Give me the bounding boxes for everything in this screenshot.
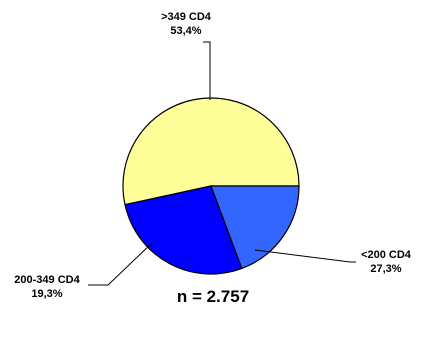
pie-slice-lt200 [124, 185, 243, 275]
leader-lines [88, 41, 356, 286]
slice-name-200-349: 200-349 CD4 [14, 274, 80, 286]
slice-label-gt349: >349 CD4 53,4% [142, 10, 230, 38]
sample-size-label: n = 2.757 [176, 287, 250, 306]
leader-line-gt349 [203, 41, 211, 100]
slice-name-lt200: <200 CD4 [361, 249, 411, 261]
slice-label-200-349: 200-349 CD4 19,3% [2, 273, 92, 301]
pie-slice-gt349 [122, 97, 300, 206]
slice-label-lt200: <200 CD4 27,3% [350, 248, 422, 276]
leader-line-200-349 [88, 242, 153, 286]
pie-slice-200-349 [210, 185, 300, 270]
slice-name-gt349: >349 CD4 [161, 11, 211, 23]
slice-percent-200-349: 19,3% [31, 288, 63, 300]
slice-percent-gt349: 53,4% [170, 25, 202, 37]
leader-line-lt200 [254, 249, 356, 263]
pie-slices [122, 97, 300, 275]
slice-percent-lt200: 27,3% [370, 263, 402, 275]
